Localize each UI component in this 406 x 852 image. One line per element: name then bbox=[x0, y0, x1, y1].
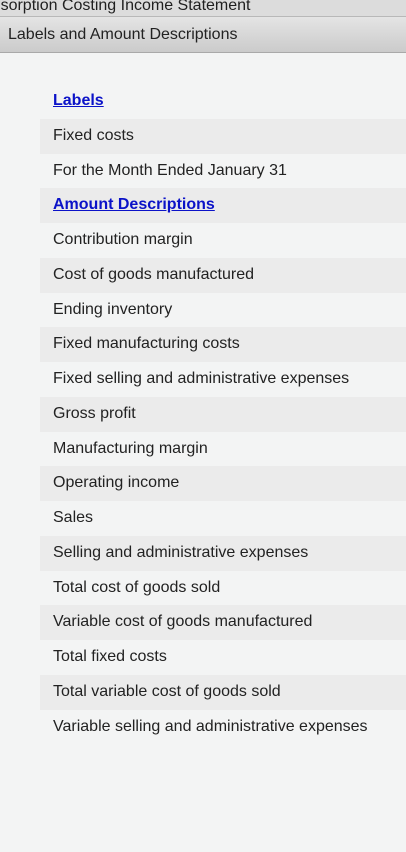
list-item[interactable]: Manufacturing margin bbox=[53, 439, 208, 457]
labels-heading-link[interactable]: Labels bbox=[53, 92, 104, 109]
list-item[interactable]: Contribution margin bbox=[53, 231, 193, 248]
panel-header[interactable]: Labels and Amount Descriptions bbox=[0, 17, 406, 53]
list-item[interactable]: Fixed selling and administrative expense… bbox=[53, 370, 350, 387]
amount-descriptions-heading-row: Amount Descriptions bbox=[40, 188, 406, 223]
list-item[interactable]: Cost of goods manufactured bbox=[40, 257, 406, 293]
labels-heading-row: Labels bbox=[40, 84, 406, 119]
list-item[interactable]: Fixed costs bbox=[40, 118, 406, 154]
list-item[interactable]: Selling and administrative expenses bbox=[40, 535, 406, 571]
amount-descriptions-heading-link[interactable]: Amount Descriptions bbox=[53, 196, 215, 214]
panel-header-title: Labels and Amount Descriptions bbox=[8, 26, 238, 43]
list-item[interactable]: Ending inventory bbox=[53, 300, 173, 318]
list-item[interactable]: For the Month Ended January 31 bbox=[53, 161, 287, 179]
list-item[interactable]: Fixed manufacturing costs bbox=[40, 327, 406, 362]
list-item[interactable]: Variable selling and administrative expe… bbox=[53, 717, 368, 735]
list-item[interactable]: Operating income bbox=[40, 466, 406, 501]
list-item[interactable]: Sales bbox=[53, 509, 94, 526]
list-item[interactable]: Variable cost of goods manufactured bbox=[40, 605, 406, 640]
list-item[interactable]: Total variable cost of goods sold bbox=[40, 674, 406, 710]
list-item[interactable]: Total fixed costs bbox=[53, 648, 167, 665]
window-title: Absorption Costing Income Statement bbox=[0, 0, 251, 14]
list-item[interactable]: Total cost of goods sold bbox=[53, 578, 221, 596]
list-item[interactable]: Gross profit bbox=[40, 396, 406, 432]
window-title-bar: Absorption Costing Income Statement bbox=[0, 0, 406, 17]
labels-amounts-list: Labels Fixed costs For the Month Ended J… bbox=[40, 84, 406, 744]
